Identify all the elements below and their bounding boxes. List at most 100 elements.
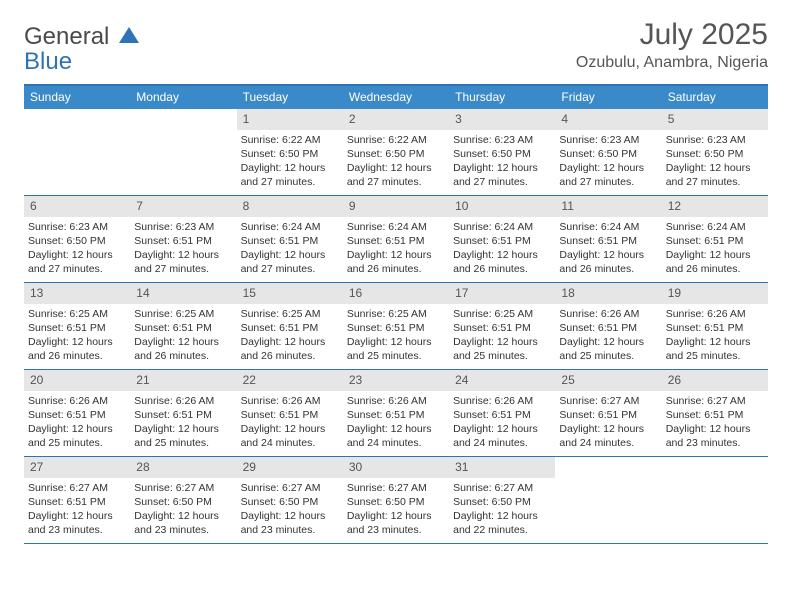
day-number [662,457,768,477]
day-number: 21 [130,370,236,390]
sunset-line: Sunset: 6:50 PM [347,495,445,509]
sunrise-line: Sunrise: 6:24 AM [559,220,657,234]
sunset-line: Sunset: 6:50 PM [559,147,657,161]
sunrise-line: Sunrise: 6:24 AM [666,220,764,234]
day-number [24,109,130,129]
day-number: 12 [662,196,768,216]
weekday-label: Saturday [662,86,768,109]
calendar-day: 1Sunrise: 6:22 AMSunset: 6:50 PMDaylight… [237,109,343,195]
sunrise-line: Sunrise: 6:23 AM [134,220,232,234]
sunset-line: Sunset: 6:51 PM [134,234,232,248]
calendar-week: 1Sunrise: 6:22 AMSunset: 6:50 PMDaylight… [24,109,768,196]
day-number: 27 [24,457,130,477]
daylight-line: Daylight: 12 hours and 26 minutes. [347,248,445,276]
sunset-line: Sunset: 6:51 PM [559,321,657,335]
calendar-day: 17Sunrise: 6:25 AMSunset: 6:51 PMDayligh… [449,283,555,369]
sail-icon [118,26,140,44]
day-number: 9 [343,196,449,216]
daylight-line: Daylight: 12 hours and 23 minutes. [134,509,232,537]
sunset-line: Sunset: 6:50 PM [241,495,339,509]
daylight-line: Daylight: 12 hours and 27 minutes. [241,161,339,189]
brand-text: General Blue [24,24,140,74]
calendar-week: 20Sunrise: 6:26 AMSunset: 6:51 PMDayligh… [24,370,768,457]
calendar-day: 2Sunrise: 6:22 AMSunset: 6:50 PMDaylight… [343,109,449,195]
daylight-line: Daylight: 12 hours and 25 minutes. [453,335,551,363]
sunrise-line: Sunrise: 6:25 AM [241,307,339,321]
daylight-line: Daylight: 12 hours and 26 minutes. [134,335,232,363]
daylight-line: Daylight: 12 hours and 24 minutes. [453,422,551,450]
sunrise-line: Sunrise: 6:23 AM [559,133,657,147]
sunrise-line: Sunrise: 6:23 AM [453,133,551,147]
sunset-line: Sunset: 6:51 PM [134,321,232,335]
daylight-line: Daylight: 12 hours and 25 minutes. [666,335,764,363]
daylight-line: Daylight: 12 hours and 26 minutes. [559,248,657,276]
calendar-week: 6Sunrise: 6:23 AMSunset: 6:50 PMDaylight… [24,196,768,283]
sunset-line: Sunset: 6:51 PM [28,321,126,335]
day-number: 24 [449,370,555,390]
weekday-label: Sunday [24,86,130,109]
day-number: 7 [130,196,236,216]
sunrise-line: Sunrise: 6:26 AM [666,307,764,321]
sunrise-line: Sunrise: 6:26 AM [559,307,657,321]
day-number: 19 [662,283,768,303]
day-number: 25 [555,370,661,390]
sunrise-line: Sunrise: 6:27 AM [666,394,764,408]
calendar-day: 12Sunrise: 6:24 AMSunset: 6:51 PMDayligh… [662,196,768,282]
sunset-line: Sunset: 6:51 PM [347,321,445,335]
daylight-line: Daylight: 12 hours and 26 minutes. [453,248,551,276]
calendar-week: 13Sunrise: 6:25 AMSunset: 6:51 PMDayligh… [24,283,768,370]
calendar-page: General Blue July 2025 Ozubulu, Anambra,… [0,0,792,568]
day-number: 5 [662,109,768,129]
calendar-day: 26Sunrise: 6:27 AMSunset: 6:51 PMDayligh… [662,370,768,456]
calendar-day: 28Sunrise: 6:27 AMSunset: 6:50 PMDayligh… [130,457,236,543]
day-number: 18 [555,283,661,303]
sunset-line: Sunset: 6:50 PM [241,147,339,161]
sunset-line: Sunset: 6:51 PM [559,234,657,248]
sunset-line: Sunset: 6:51 PM [241,321,339,335]
calendar-day: 11Sunrise: 6:24 AMSunset: 6:51 PMDayligh… [555,196,661,282]
day-number: 4 [555,109,661,129]
weekday-label: Monday [130,86,236,109]
daylight-line: Daylight: 12 hours and 23 minutes. [28,509,126,537]
sunset-line: Sunset: 6:51 PM [666,321,764,335]
sunrise-line: Sunrise: 6:27 AM [559,394,657,408]
sunrise-line: Sunrise: 6:22 AM [241,133,339,147]
calendar-day: 21Sunrise: 6:26 AMSunset: 6:51 PMDayligh… [130,370,236,456]
weekday-header: Sunday Monday Tuesday Wednesday Thursday… [24,86,768,109]
brand-logo: General Blue [24,24,140,74]
calendar-day: 20Sunrise: 6:26 AMSunset: 6:51 PMDayligh… [24,370,130,456]
day-number: 22 [237,370,343,390]
sunrise-line: Sunrise: 6:27 AM [134,481,232,495]
daylight-line: Daylight: 12 hours and 27 minutes. [666,161,764,189]
calendar-day: 6Sunrise: 6:23 AMSunset: 6:50 PMDaylight… [24,196,130,282]
sunrise-line: Sunrise: 6:24 AM [241,220,339,234]
month-title: July 2025 [576,18,768,52]
title-block: July 2025 Ozubulu, Anambra, Nigeria [576,18,768,72]
sunrise-line: Sunrise: 6:23 AM [28,220,126,234]
sunset-line: Sunset: 6:51 PM [453,321,551,335]
daylight-line: Daylight: 12 hours and 23 minutes. [241,509,339,537]
calendar-day: 19 Sunrise: 6:26 AMSunset: 6:51 PMDayligh… [662,283,768,369]
brand-line2: Blue [24,48,72,75]
sunrise-line: Sunrise: 6:25 AM [134,307,232,321]
weekday-label: Friday [555,86,661,109]
sunset-line: Sunset: 6:50 PM [666,147,764,161]
weeks-container: 1Sunrise: 6:22 AMSunset: 6:50 PMDaylight… [24,109,768,544]
daylight-line: Daylight: 12 hours and 25 minutes. [347,335,445,363]
day-number: 29 [237,457,343,477]
daylight-line: Daylight: 12 hours and 24 minutes. [347,422,445,450]
sunset-line: Sunset: 6:51 PM [241,408,339,422]
daylight-line: Daylight: 12 hours and 25 minutes. [559,335,657,363]
sunset-line: Sunset: 6:51 PM [241,234,339,248]
sunrise-line: Sunrise: 6:27 AM [241,481,339,495]
calendar-grid: Sunday Monday Tuesday Wednesday Thursday… [24,84,768,544]
weekday-label: Tuesday [237,86,343,109]
day-number: 14 [130,283,236,303]
sunrise-line: Sunrise: 6:26 AM [28,394,126,408]
calendar-day: 14 Sunrise: 6:25 AMSunset: 6:51 PMDayligh… [130,283,236,369]
calendar-day: 9Sunrise: 6:24 AMSunset: 6:51 PMDaylight… [343,196,449,282]
daylight-line: Daylight: 12 hours and 26 minutes. [666,248,764,276]
sunset-line: Sunset: 6:51 PM [347,234,445,248]
daylight-line: Daylight: 12 hours and 26 minutes. [28,335,126,363]
day-number [130,109,236,129]
